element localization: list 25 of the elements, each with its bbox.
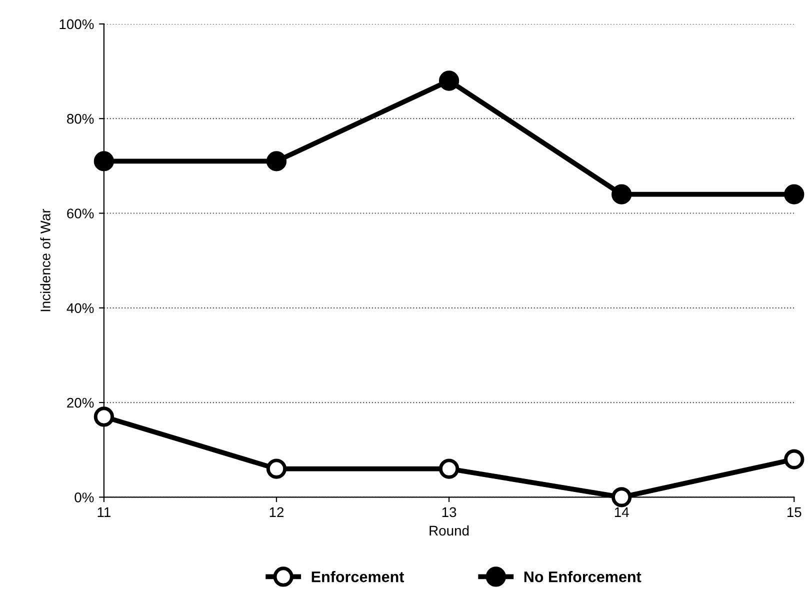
x-tick-label: 15: [787, 507, 802, 518]
point: [612, 487, 632, 508]
y-axis-title: Incidence of War: [40, 208, 50, 312]
x-tick-label: 11: [98, 507, 110, 517]
y-tick-label: 20%: [67, 398, 94, 408]
y-tick-label: 40%: [66, 303, 94, 314]
x-tick-label: 12: [270, 507, 284, 517]
point: [94, 406, 114, 427]
point: [784, 184, 804, 204]
point: [94, 151, 114, 172]
point: [266, 458, 287, 479]
point: [438, 70, 460, 91]
y-tick-label: 0%: [74, 492, 94, 502]
y-tick-label: 100%: [60, 19, 94, 30]
point: [438, 458, 460, 479]
point: [266, 151, 287, 172]
x-axis-title: Round: [430, 525, 469, 536]
legend-label: Enforcement: [312, 571, 404, 582]
x-tick-label: 14: [614, 507, 629, 517]
x-tick-label: 13: [442, 507, 456, 518]
y-tick-label: 60%: [67, 208, 94, 218]
legend-label: No Enforcement: [524, 571, 642, 582]
point: [612, 184, 632, 204]
point: [784, 449, 804, 470]
y-tick-label: 80%: [67, 114, 94, 124]
